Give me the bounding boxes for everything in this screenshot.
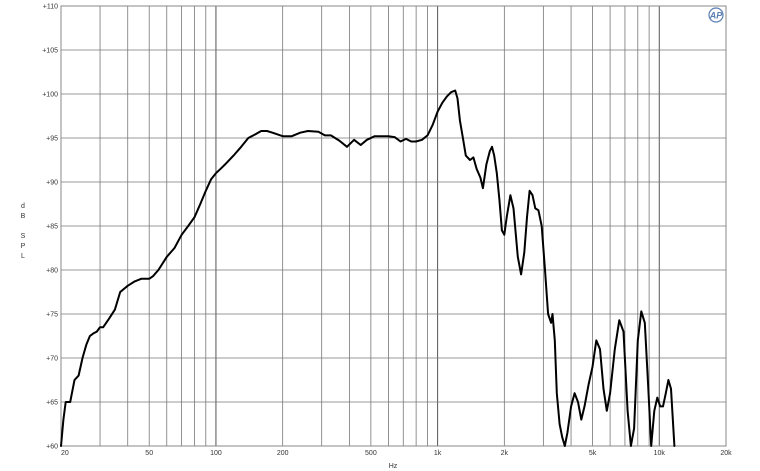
y-axis-label-char: P [21,243,26,250]
y-tick-label: +105 [42,48,58,55]
x-axis-ticks: 20 50 100 200 500 1k 2k 5k 10k 20k [61,450,732,457]
ap-logo: AP [708,7,724,23]
x-tick-label: 200 [277,450,289,457]
x-tick-label: 5k [589,450,597,457]
y-axis-label-char: S [21,233,26,240]
y-axis-ticks: +60 +65 +70 +75 +80 +85 +90 +95 +100 +105 +110 [42,4,58,451]
y-tick-label: +65 [46,400,58,407]
x-tick-label: 100 [210,450,222,457]
y-tick-label: +110 [43,4,58,11]
data-series [60,89,676,447]
x-tick-label: 20 [61,450,69,457]
x-tick-label: 10k [654,450,666,457]
y-tick-label: +90 [46,180,58,187]
x-tick-label: 50 [145,450,153,457]
x-axis-label: Hz [389,463,398,470]
x-tick-label: 20k [720,450,732,457]
y-axis-label-char: d [21,203,25,210]
y-tick-label: +75 [46,312,58,319]
y-tick-label: +80 [46,268,58,275]
y-axis-label-char: B [21,213,26,220]
x-tick-label: 500 [365,450,377,457]
y-axis-label-char: L [21,253,25,260]
x-tick-label: 2k [501,450,509,457]
y-tick-label: +85 [46,224,58,231]
plot-frame [60,5,727,447]
y-tick-label: +70 [46,356,58,363]
series-line [60,89,676,447]
y-tick-label: +100 [42,92,58,99]
y-axis-label: dB SPL [21,203,26,260]
y-tick-label: +95 [46,136,58,143]
ap-logo-text: AP [709,11,723,21]
x-tick-label: 1k [434,450,442,457]
y-tick-label: +60 [46,444,58,451]
